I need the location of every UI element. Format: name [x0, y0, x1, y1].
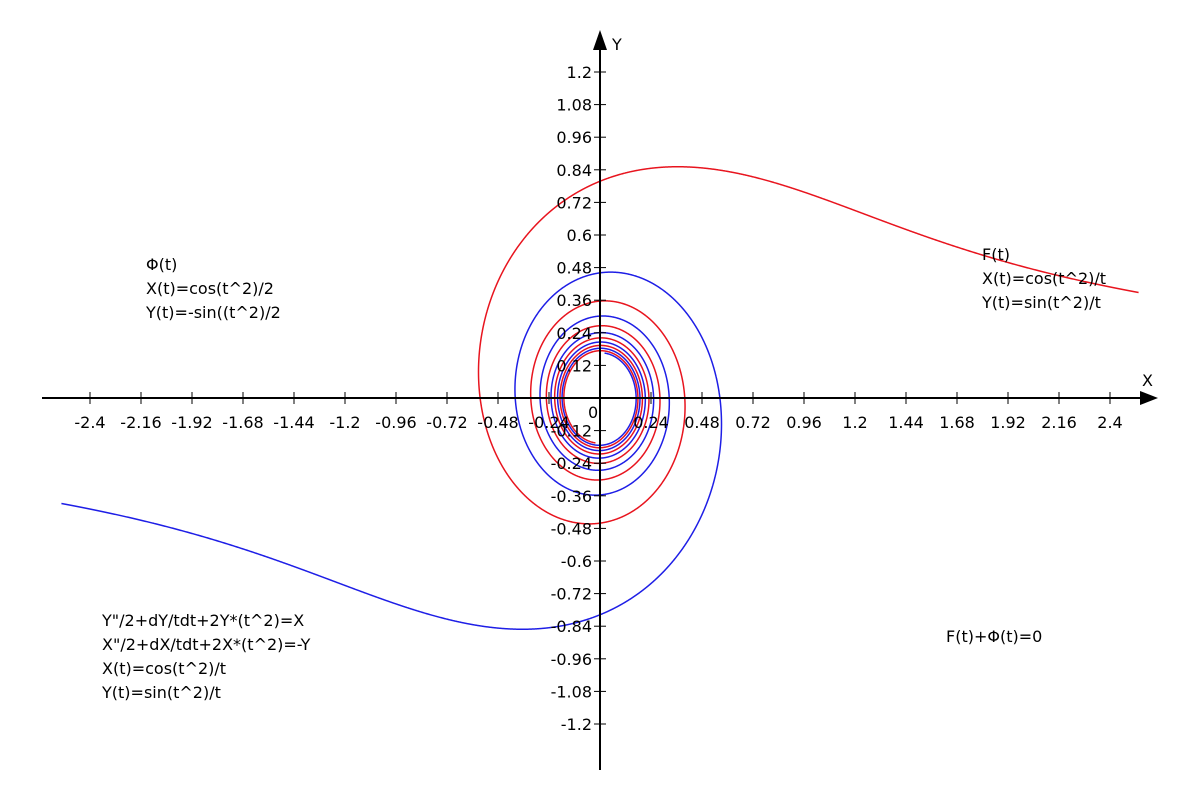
- y-axis-label: Y: [611, 35, 622, 54]
- origin-label: 0: [588, 403, 598, 422]
- y-tick-label: -1.2: [561, 715, 592, 734]
- y-tick-label: 0.72: [556, 193, 592, 212]
- equation-line-3: X(t)=cos(t^2)/t: [102, 659, 226, 678]
- x-tick-label: -0.48: [477, 413, 518, 432]
- y-tick-label: -0.96: [551, 650, 592, 669]
- x-tick-label: -0.24: [528, 413, 569, 432]
- phi-annotation-line-1: Φ(t): [146, 255, 177, 274]
- sum-annotation: F(t)+Φ(t)=0: [946, 627, 1042, 646]
- phi-annotation: Φ(t) X(t)=cos(t^2)/2 Y(t)=-sin((t^2)/2: [145, 255, 281, 322]
- x-tick-label: -0.96: [375, 413, 416, 432]
- curves-layer: [61, 165, 1139, 631]
- y-tick-label: -0.12: [551, 422, 592, 441]
- y-tick-label: 0.36: [556, 291, 592, 310]
- y-tick-label: -0.24: [551, 454, 592, 473]
- x-tick-label: -1.44: [273, 413, 314, 432]
- ticks-layer: -2.4 -2.16 -1.92 -1.68 -1.44 -1.2 -0.96 -0.72 -0…: [74, 63, 1122, 734]
- y-tick-label: -0.6: [561, 552, 592, 571]
- equation-line-1: Y"/2+dY/tdt+2Y*(t^2)=X: [101, 611, 304, 630]
- f-annotation-line-2: X(t)=cos(t^2)/t: [982, 269, 1106, 288]
- y-tick-label: 0.6: [567, 226, 592, 245]
- x-tick-label: -0.72: [426, 413, 467, 432]
- x-axis-label: X: [1142, 371, 1153, 390]
- y-tick-label: -1.08: [551, 682, 592, 701]
- x-tick-label: -2.16: [120, 413, 161, 432]
- y-tick-label: -0.36: [551, 487, 592, 506]
- phi-annotation-line-2: X(t)=cos(t^2)/2: [146, 279, 274, 298]
- x-tick-label: 1.44: [888, 413, 924, 432]
- x-tick-label: -1.2: [329, 413, 360, 432]
- x-tick-label: 0.72: [735, 413, 771, 432]
- y-axis-arrow: [593, 30, 607, 50]
- x-tick-label: -1.68: [222, 413, 263, 432]
- equations-annotation: Y"/2+dY/tdt+2Y*(t^2)=X X"/2+dX/tdt+2X*(t…: [101, 611, 311, 702]
- y-tick-label: 0.12: [556, 356, 592, 375]
- y-tick-label: 0.24: [556, 324, 592, 343]
- phi-annotation-line-3: Y(t)=-sin((t^2)/2: [145, 303, 281, 322]
- y-tick-label: -0.84: [551, 617, 592, 636]
- x-tick-label: -2.4: [74, 413, 105, 432]
- y-tick-label: 1.08: [556, 96, 592, 115]
- x-tick-label: 0.96: [786, 413, 822, 432]
- f-annotation: F(t) X(t)=cos(t^2)/t Y(t)=sin(t^2)/t: [981, 245, 1106, 312]
- y-tick-label: 0.48: [556, 259, 592, 278]
- y-tick-label: -0.72: [551, 585, 592, 604]
- x-tick-label: 0.48: [684, 413, 720, 432]
- x-tick-label: -1.92: [171, 413, 212, 432]
- y-tick-label: 1.2: [567, 63, 592, 82]
- series-curve-f: [477, 165, 1139, 525]
- x-tick-label: 1.92: [990, 413, 1026, 432]
- f-annotation-line-3: Y(t)=sin(t^2)/t: [981, 293, 1101, 312]
- y-tick-label: 0.84: [556, 161, 592, 180]
- y-tick-label: -0.48: [551, 519, 592, 538]
- f-annotation-line-1: F(t): [982, 245, 1010, 264]
- equation-line-2: X"/2+dX/tdt+2X*(t^2)=-Y: [102, 635, 311, 654]
- equation-line-4: Y(t)=sin(t^2)/t: [101, 683, 221, 702]
- x-tick-label: 1.68: [939, 413, 975, 432]
- series-curve-phi: [61, 271, 723, 631]
- x-tick-label: 1.2: [842, 413, 867, 432]
- x-axis-arrow: [1140, 391, 1158, 405]
- x-tick-label: 2.4: [1097, 413, 1122, 432]
- x-tick-label: 2.16: [1041, 413, 1077, 432]
- x-tick-label: 0.24: [633, 413, 669, 432]
- y-tick-label: 0.96: [556, 128, 592, 147]
